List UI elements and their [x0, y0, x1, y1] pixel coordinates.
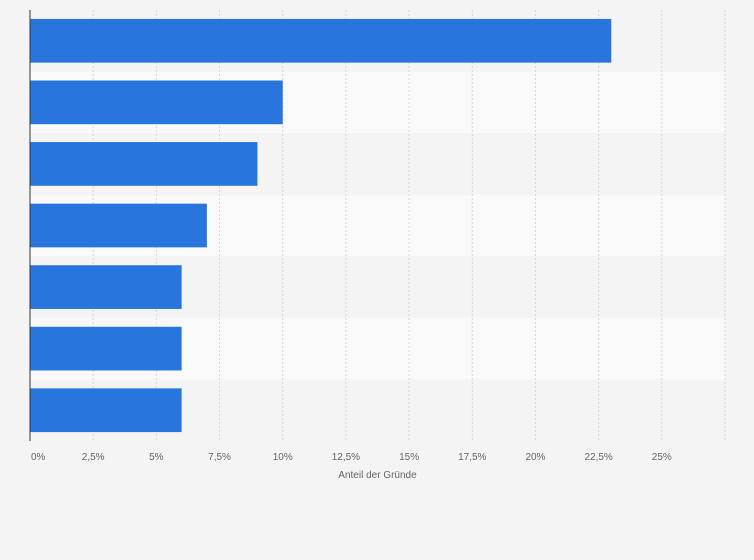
x-axis-title: Anteil der Gründe	[338, 470, 417, 481]
x-tick-label: 7,5%	[208, 452, 231, 463]
x-tick-label: 25%	[652, 452, 672, 463]
bar	[30, 326, 182, 371]
bar	[30, 142, 258, 186]
x-tick-label: 0%	[31, 452, 46, 463]
bar	[30, 265, 182, 309]
bar	[30, 203, 207, 248]
x-tick-label: 5%	[149, 452, 164, 463]
x-tick-label: 15%	[399, 452, 419, 463]
x-tick-label: 22,5%	[584, 452, 612, 463]
bar	[30, 80, 283, 125]
bar	[30, 18, 612, 63]
bar	[30, 388, 182, 433]
x-tick-label: 2,5%	[82, 452, 105, 463]
x-tick-label: 10%	[273, 452, 293, 463]
x-tick-label: 12,5%	[332, 452, 360, 463]
x-tick-label: 17,5%	[458, 452, 486, 463]
x-tick-label: 20%	[525, 452, 545, 463]
